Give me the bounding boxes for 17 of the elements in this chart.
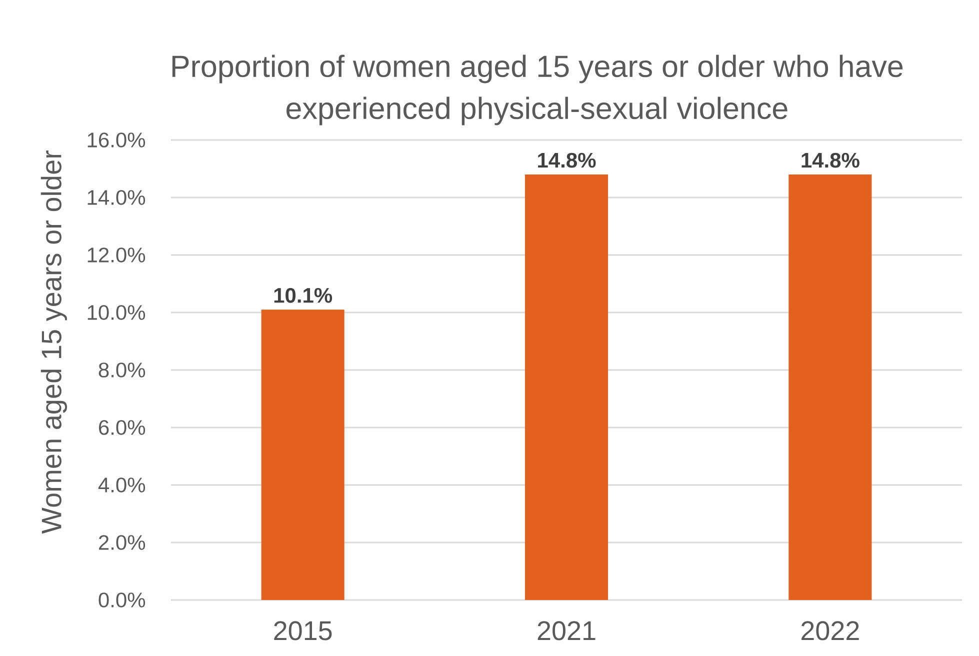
y-tick-label: 2.0% — [98, 535, 146, 550]
y-tick-label: 8.0% — [98, 362, 146, 378]
y-tick-label: 10.0% — [88, 305, 146, 320]
data-label: 14.8% — [538, 152, 596, 168]
y-tick-label: 12.0% — [88, 248, 146, 262]
data-label: 14.8% — [802, 152, 860, 168]
y-tick-label: 14.0% — [88, 190, 146, 205]
chart-title: Proportion of women aged 15 years or older who have experienced physical-sexual violence — [172, 54, 903, 126]
y-tick-label: 16.0% — [88, 132, 146, 148]
x-tick-label: 2015 — [274, 621, 332, 640]
data-label: 10.1% — [274, 288, 332, 303]
y-tick-label: 4.0% — [98, 478, 146, 492]
y-tick-label: 0.0% — [98, 592, 146, 608]
x-tick-label: 2022 — [802, 621, 859, 640]
x-tick-label: 2021 — [538, 621, 596, 640]
y-axis-title: Women aged 15 years or older — [40, 150, 67, 534]
y-tick-label: 6.0% — [98, 420, 146, 435]
